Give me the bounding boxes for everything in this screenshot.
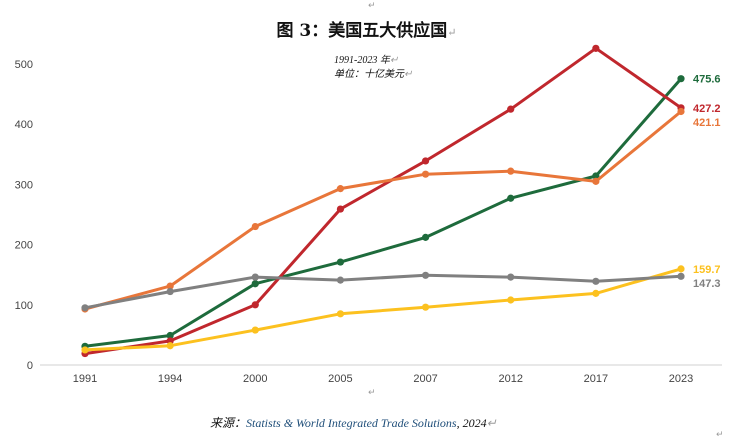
- series-line-1: [83, 77, 683, 348]
- data-point: [507, 296, 515, 304]
- data-point: [592, 289, 600, 297]
- data-point: [336, 310, 345, 318]
- y-tick-label: 200: [15, 240, 33, 252]
- data-point: [251, 280, 259, 288]
- paragraph-mark: ↵: [368, 388, 376, 398]
- data-point: [677, 272, 685, 280]
- end-value-label: 159.7: [693, 264, 721, 276]
- x-tick-label: 2012: [498, 373, 522, 385]
- data-point: [251, 273, 259, 281]
- series-line-3: [83, 110, 683, 311]
- data-point: [81, 304, 89, 312]
- data-point: [507, 167, 515, 175]
- paragraph-mark: ↵: [716, 430, 724, 440]
- y-tick-label: 300: [15, 179, 33, 191]
- data-point: [421, 303, 430, 311]
- end-value-label: 147.3: [693, 278, 721, 290]
- data-point: [336, 258, 345, 266]
- data-point: [507, 273, 515, 281]
- series-line-4: [83, 267, 683, 352]
- data-point: [421, 271, 430, 279]
- data-point: [677, 107, 685, 116]
- data-point: [336, 276, 345, 284]
- end-value-label: 421.1: [693, 117, 721, 129]
- y-tick-label: 500: [15, 59, 33, 71]
- data-point: [166, 331, 174, 340]
- data-point: [507, 194, 515, 202]
- x-tick-label: 2017: [584, 373, 608, 385]
- series-line-5: [83, 273, 683, 310]
- y-tick-label: 400: [15, 119, 33, 131]
- data-point: [166, 342, 174, 350]
- chart-title: 图 3：美国五大供应国↵: [276, 21, 457, 41]
- data-point: [677, 265, 685, 273]
- y-tick-label: 100: [15, 300, 33, 312]
- paragraph-mark: ↵: [368, 1, 376, 11]
- x-tick-label: 2023: [669, 373, 693, 385]
- data-point: [421, 233, 430, 241]
- data-point: [336, 205, 345, 213]
- chart-subtitle-years: 1991-2023 年↵: [334, 55, 399, 66]
- data-point: [251, 301, 259, 309]
- data-point: [507, 105, 515, 113]
- chart-subtitle-unit: 单位：十亿美元↵: [334, 69, 413, 80]
- y-tick-label: 0: [27, 360, 33, 372]
- x-tick-label: 2007: [413, 373, 437, 385]
- data-point: [251, 326, 259, 334]
- data-point: [166, 282, 174, 290]
- x-tick-label: 2000: [243, 373, 267, 385]
- data-point: [592, 177, 600, 185]
- x-tick-label: 1991: [73, 373, 97, 385]
- end-value-label: 475.6: [693, 74, 721, 86]
- x-tick-label: 2005: [328, 373, 352, 385]
- data-point: [677, 75, 685, 83]
- data-point: [336, 185, 345, 193]
- data-point: [421, 157, 430, 165]
- x-tick-label: 1994: [158, 373, 182, 385]
- data-point: [592, 44, 600, 52]
- data-point: [166, 287, 174, 296]
- data-point: [251, 222, 259, 231]
- source-note: 来源：Statists & World Integrated Trade Sol…: [210, 416, 497, 430]
- end-value-label: 427.2: [693, 103, 721, 115]
- series-line-2: [83, 46, 683, 356]
- data-point: [81, 346, 89, 354]
- data-point: [592, 277, 600, 285]
- data-point: [592, 172, 600, 180]
- data-point: [421, 170, 430, 178]
